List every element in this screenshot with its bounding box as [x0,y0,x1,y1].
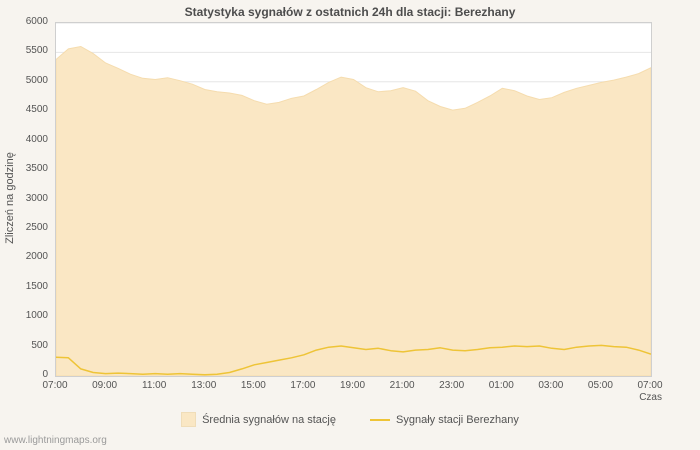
x-tick-label: 15:00 [240,380,266,391]
y-tick-label: 2000 [25,251,48,263]
legend-line-label: Sygnały stacji Berezhany [396,413,519,426]
x-tick-label: 17:00 [290,380,316,391]
x-tick-label: 23:00 [439,380,465,391]
x-tick-label: 11:00 [142,380,167,391]
plot-area [55,22,652,377]
y-tick-label: 4500 [25,104,48,116]
line-series-swatch-icon [370,418,390,421]
y-tick-label: 3000 [25,192,48,204]
x-tick-label: 03:00 [538,380,564,391]
x-tick-label: 21:00 [389,380,415,391]
x-tick-label: 05:00 [587,380,613,391]
y-tick-label: 2500 [25,221,48,233]
y-tick-label: 5500 [25,45,48,57]
x-tick-label: 07:00 [42,380,68,391]
y-tick-label: 1500 [25,280,48,292]
y-tick-label: 0 [42,369,48,380]
x-tick-label: 19:00 [339,380,366,391]
x-tick-label: 09:00 [92,380,118,391]
y-tick-label: 1000 [25,310,48,322]
y-tick-label: 500 [31,339,48,351]
chart-canvas [56,23,651,376]
x-tick-label: 01:00 [488,380,514,391]
legend: Średnia sygnałów na stację Sygnały stacj… [0,412,700,427]
y-tick-label: 4000 [25,133,48,145]
y-tick-label: 5000 [25,74,48,86]
watermark: www.lightningmaps.org [4,435,107,446]
x-tick-label: 13:00 [191,380,217,391]
area-series-swatch-icon [181,412,197,427]
chart-title: Statystyka sygnałów z ostatnich 24h dla … [184,5,516,19]
y-tick-label: 3500 [25,163,48,175]
y-tick-label: 6000 [25,16,48,27]
legend-area-label: Średnia sygnałów na stację [202,413,336,426]
x-axis-label: Czas [639,392,662,403]
legend-item-station: Sygnały stacji Berezhany [370,414,519,426]
legend-item-average: Średnia sygnałów na stację [181,412,336,427]
x-tick-label: 07:00 [637,380,663,391]
